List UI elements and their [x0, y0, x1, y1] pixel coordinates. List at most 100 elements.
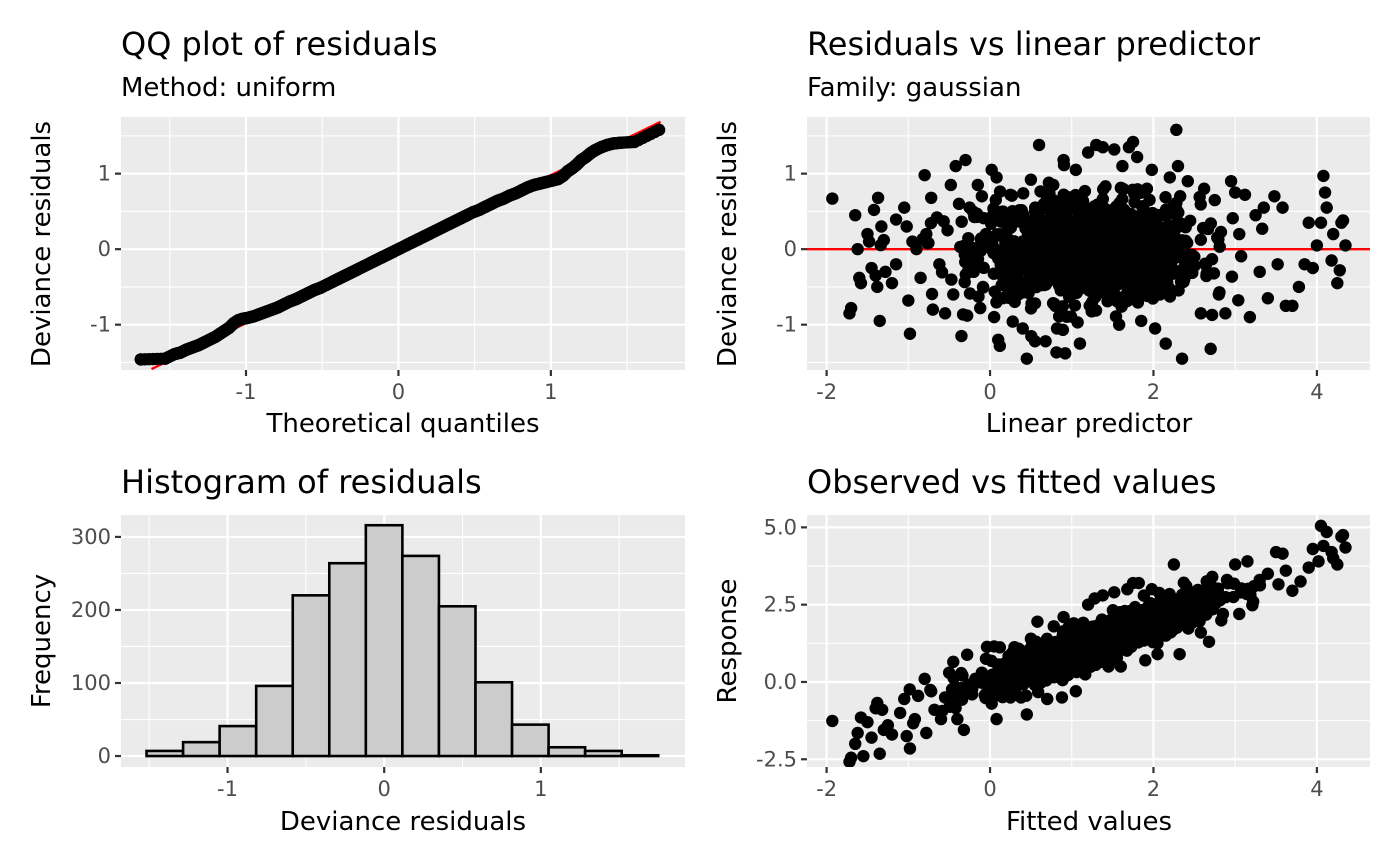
x-tick-label: 1	[544, 380, 557, 404]
data-point	[1161, 605, 1174, 618]
y-axis-title: Deviance residuals	[713, 121, 743, 367]
data-point	[1140, 609, 1153, 623]
data-point	[941, 224, 954, 237]
data-point	[1130, 150, 1144, 164]
data-point	[843, 307, 856, 320]
data-point	[1132, 265, 1146, 278]
data-point	[1132, 576, 1145, 590]
data-point	[885, 728, 899, 741]
data-point	[1339, 239, 1352, 252]
data-point	[1176, 234, 1189, 247]
data-point	[1145, 583, 1159, 596]
y-tick-label: 300	[71, 525, 111, 549]
data-point	[1098, 265, 1111, 279]
data-point	[958, 275, 971, 289]
data-point	[960, 309, 974, 322]
data-point	[1279, 564, 1293, 577]
data-point	[1204, 217, 1218, 230]
data-point	[1078, 184, 1092, 198]
data-point	[1085, 295, 1099, 309]
data-point	[1197, 182, 1211, 195]
data-point	[1212, 233, 1225, 246]
data-point	[991, 244, 1004, 257]
y-axis-title: Frequency	[27, 574, 57, 708]
data-point	[958, 239, 971, 252]
data-point	[1057, 226, 1070, 240]
panel-residuals-vs-predictor: Residuals vs linear predictor Family: ga…	[713, 25, 1370, 439]
x-tick-label: 0	[983, 380, 996, 404]
x-axis-title: Fitted values	[1006, 807, 1172, 837]
data-point	[1091, 627, 1104, 640]
data-point	[910, 242, 923, 256]
data-point	[1144, 227, 1157, 241]
data-point	[949, 159, 962, 173]
data-point	[918, 672, 931, 686]
data-point	[885, 276, 899, 290]
data-point	[893, 706, 907, 720]
data-point	[1013, 676, 1027, 690]
data-point	[1331, 276, 1344, 290]
data-point	[955, 329, 968, 343]
data-point	[1035, 261, 1049, 274]
data-point	[1052, 310, 1066, 323]
histogram-bar	[291, 594, 331, 758]
data-point	[1028, 297, 1042, 310]
histogram-bar	[218, 724, 258, 758]
data-point	[1153, 288, 1167, 301]
data-point	[1188, 250, 1201, 263]
data-point	[1234, 250, 1248, 263]
y-tick-label: 0	[98, 237, 111, 261]
data-point	[1294, 575, 1307, 588]
data-point	[938, 307, 952, 320]
x-tick-label: -1	[236, 380, 257, 404]
data-point	[938, 691, 952, 704]
data-point	[996, 291, 1010, 305]
data-point	[974, 244, 988, 257]
data-point	[1017, 187, 1030, 200]
data-point	[955, 215, 968, 228]
data-point	[1256, 222, 1269, 235]
data-point	[1062, 250, 1076, 264]
data-point	[1170, 123, 1183, 137]
data-point	[920, 726, 933, 740]
data-point	[1028, 335, 1042, 348]
data-point	[1339, 541, 1352, 554]
histogram-bar	[510, 723, 550, 758]
data-point	[1016, 322, 1029, 335]
data-point	[1333, 264, 1346, 277]
x-tick-label: -2	[816, 380, 837, 404]
data-point	[1079, 668, 1092, 681]
data-point	[925, 287, 939, 301]
data-point	[873, 747, 886, 760]
x-tick-label: 4	[1310, 777, 1323, 801]
data-point	[1241, 555, 1254, 568]
data-point	[1021, 662, 1034, 676]
data-point	[614, 136, 628, 149]
data-point	[1175, 352, 1189, 365]
data-point	[993, 185, 1007, 198]
data-point	[1087, 237, 1101, 250]
data-point	[1167, 558, 1181, 571]
data-point	[1151, 647, 1164, 661]
data-point	[990, 171, 1003, 184]
data-point	[1114, 622, 1128, 635]
data-point	[1336, 528, 1350, 542]
data-point	[963, 201, 976, 214]
data-point	[1137, 200, 1150, 213]
chart-title: Histogram of residuals	[121, 463, 482, 501]
y-tick-label: 100	[71, 671, 111, 695]
data-point	[1078, 272, 1091, 286]
data-point	[1028, 204, 1042, 218]
data-point	[1228, 186, 1242, 199]
plot-marks	[145, 523, 660, 758]
data-point	[1067, 219, 1081, 232]
data-point	[1148, 322, 1162, 335]
data-point	[925, 685, 938, 698]
data-point	[1327, 552, 1340, 565]
data-point	[1024, 632, 1038, 645]
data-point	[1053, 204, 1067, 217]
data-point	[1006, 315, 1019, 328]
y-tick-label: 5.0	[764, 515, 797, 539]
data-point	[1055, 691, 1069, 704]
data-point	[1102, 660, 1115, 673]
